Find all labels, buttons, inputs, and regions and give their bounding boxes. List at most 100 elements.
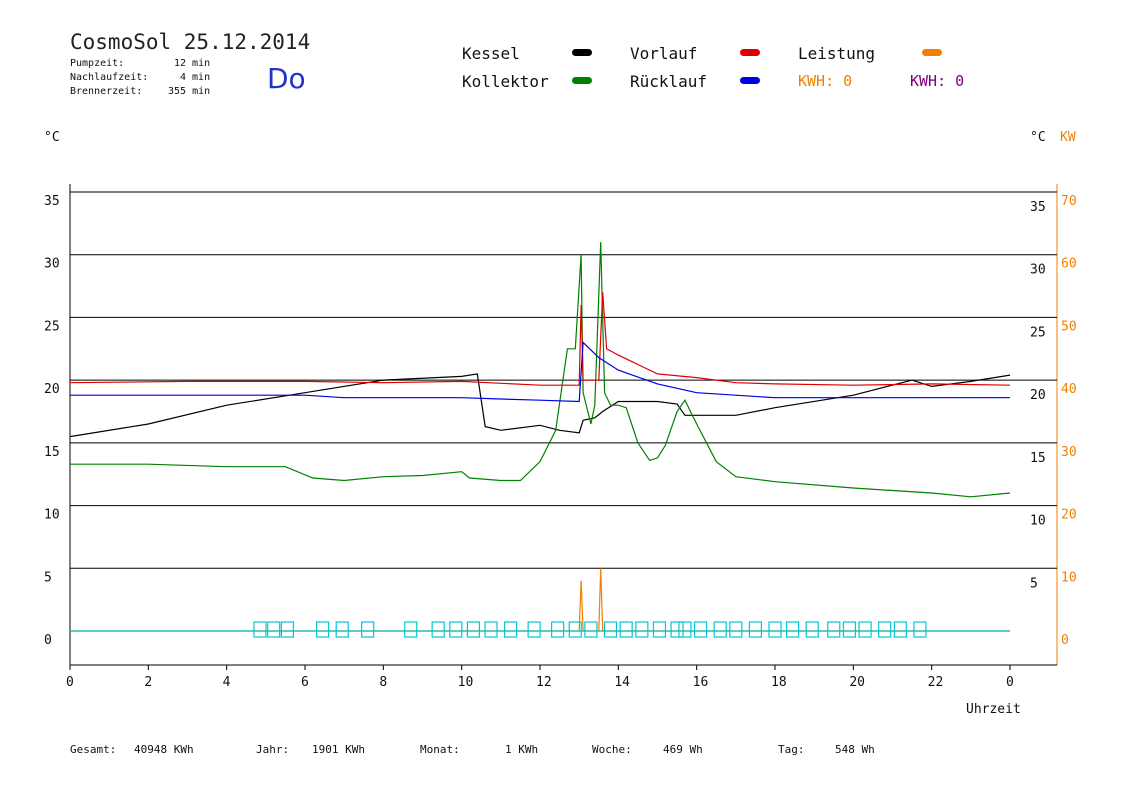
pump-marker bbox=[584, 621, 598, 638]
pump-marker bbox=[768, 621, 782, 638]
footer-value: 548 Wh bbox=[835, 743, 875, 756]
pump-marker bbox=[670, 621, 684, 638]
pump-marker bbox=[466, 621, 481, 638]
series-line bbox=[69, 292, 1011, 386]
pump-marker bbox=[693, 621, 708, 638]
pump-marker bbox=[878, 621, 892, 638]
y-tick-label: 25 bbox=[44, 319, 60, 334]
x-tick-label: 6 bbox=[301, 675, 309, 690]
pump-marker bbox=[786, 621, 800, 638]
footer-value: 40948 KWh bbox=[134, 743, 194, 756]
legend-swatch bbox=[922, 49, 942, 56]
x-tick-label: 0 bbox=[66, 675, 74, 690]
y-right-tick-label: 30 bbox=[1030, 263, 1046, 278]
x-tick-label: 14 bbox=[614, 675, 630, 690]
y-right-tick-label: 20 bbox=[1030, 388, 1046, 403]
y-tick-label: 15 bbox=[44, 445, 60, 460]
pump-marker bbox=[504, 621, 518, 638]
y2-tick-label: 30 bbox=[1061, 445, 1077, 460]
footer-value: 469 Wh bbox=[663, 743, 703, 756]
pump-marker bbox=[913, 621, 927, 638]
x-tick-label: 16 bbox=[693, 675, 709, 690]
footer-label: Tag: bbox=[778, 743, 805, 756]
pump-marker bbox=[431, 621, 445, 638]
chart-grid bbox=[69, 184, 1058, 666]
pump-marker bbox=[729, 621, 743, 638]
pump-marker bbox=[551, 621, 565, 638]
pump-marker bbox=[603, 621, 618, 638]
stat-label: Brennerzeit: bbox=[70, 86, 143, 97]
stat-value: 4 min bbox=[180, 72, 211, 83]
kwh-readout: KWH: 0 bbox=[798, 72, 853, 90]
y-right-tick-label: 25 bbox=[1030, 325, 1046, 340]
stat-value: 355 min bbox=[168, 86, 211, 97]
pump-marker bbox=[335, 621, 349, 638]
y2-tick-label: 0 bbox=[1061, 633, 1069, 648]
legend-label: Vorlauf bbox=[630, 44, 698, 63]
y2-tick-label: 60 bbox=[1061, 257, 1077, 272]
pump-marker bbox=[280, 621, 294, 638]
x-tick-label: 8 bbox=[379, 675, 387, 690]
y2-tick-label: 40 bbox=[1061, 382, 1077, 397]
series-line bbox=[70, 341, 1010, 403]
footer-value: 1901 KWh bbox=[312, 743, 365, 756]
pump-marker bbox=[805, 621, 819, 638]
x-tick-label: 22 bbox=[928, 675, 944, 690]
pump-marker bbox=[484, 621, 498, 638]
legend-swatch bbox=[740, 77, 760, 84]
pump-marker bbox=[858, 621, 872, 638]
footer-label: Gesamt: bbox=[70, 743, 117, 756]
right-axis-unit-kw: KW bbox=[1060, 130, 1076, 145]
series-line bbox=[69, 373, 1011, 438]
pump-marker bbox=[568, 621, 582, 638]
footer-label: Jahr: bbox=[256, 743, 290, 756]
y-right-tick-label: 10 bbox=[1030, 514, 1046, 529]
stat-label: Nachlaufzeit: bbox=[70, 72, 149, 83]
pump-markers bbox=[253, 621, 927, 638]
chart-title: CosmoSol 25.12.2014 bbox=[70, 30, 311, 54]
stat-value: 12 min bbox=[174, 58, 211, 69]
x-tick-label: 18 bbox=[771, 675, 787, 690]
footer-label: Woche: bbox=[592, 743, 632, 756]
stat-label: Pumpzeit: bbox=[70, 58, 125, 69]
legend-swatch bbox=[572, 49, 592, 56]
y-tick-label: 35 bbox=[44, 194, 60, 209]
x-tick-label: 0 bbox=[1006, 675, 1014, 690]
pump-marker bbox=[253, 621, 267, 638]
y-tick-label: 30 bbox=[44, 257, 60, 272]
left-axis-unit: °C bbox=[44, 130, 60, 145]
pump-marker bbox=[842, 621, 857, 638]
pump-marker bbox=[678, 621, 692, 638]
right-axis-unit: °C bbox=[1030, 130, 1046, 145]
pump-marker bbox=[635, 621, 649, 638]
legend-swatch bbox=[740, 49, 760, 56]
footer-value: 1 KWh bbox=[505, 743, 539, 756]
kwh-readout: KWH: 0 bbox=[910, 72, 965, 90]
pump-marker bbox=[449, 621, 463, 638]
pump-marker bbox=[652, 621, 667, 638]
y-right-tick-label: 5 bbox=[1030, 576, 1038, 591]
y-right-tick-label: 15 bbox=[1030, 451, 1046, 466]
legend-label: Kessel bbox=[462, 44, 520, 63]
pump-marker bbox=[827, 621, 841, 638]
y-tick-label: 10 bbox=[44, 508, 60, 523]
legend-swatch bbox=[572, 77, 592, 84]
y-tick-label: 20 bbox=[44, 382, 60, 397]
y-right-tick-label: 35 bbox=[1030, 200, 1046, 215]
pump-marker bbox=[713, 621, 727, 638]
pump-marker bbox=[404, 621, 418, 638]
y2-tick-label: 10 bbox=[1061, 570, 1077, 585]
chart-ticks: 0510152025303551015202530350102030405060… bbox=[44, 194, 1077, 690]
x-tick-label: 2 bbox=[144, 675, 152, 690]
pump-marker bbox=[893, 621, 907, 638]
series-line bbox=[70, 242, 1011, 498]
legend-label: Leistung bbox=[798, 44, 876, 63]
x-tick-label: 4 bbox=[223, 675, 231, 690]
y2-tick-label: 70 bbox=[1061, 194, 1077, 209]
weekday-label: Do bbox=[267, 62, 306, 95]
legend-label: Rücklauf bbox=[630, 72, 708, 91]
pump-marker bbox=[316, 621, 330, 638]
x-tick-label: 12 bbox=[536, 675, 552, 690]
x-tick-label: 20 bbox=[849, 675, 865, 690]
pump-marker bbox=[267, 621, 281, 638]
